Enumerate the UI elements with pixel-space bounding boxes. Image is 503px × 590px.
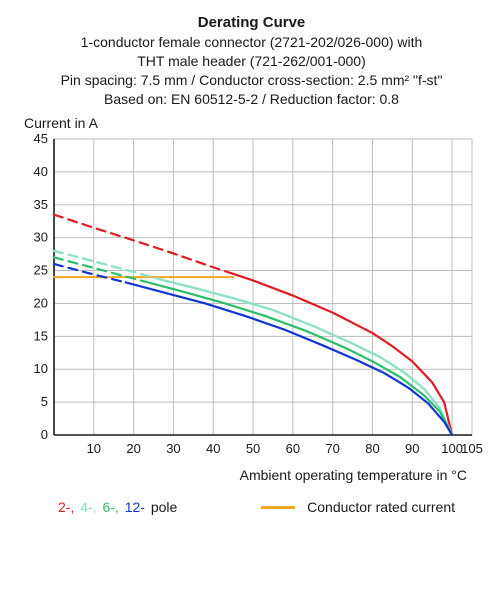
svg-text:20: 20 xyxy=(34,295,48,310)
x-axis-label: Ambient operating temperature in °C xyxy=(18,467,467,483)
svg-text:25: 25 xyxy=(34,262,48,277)
svg-text:15: 15 xyxy=(34,328,48,343)
svg-text:60: 60 xyxy=(286,441,300,456)
legend-poles: 2-, 4-, 6-, 12- pole xyxy=(58,499,179,515)
svg-text:80: 80 xyxy=(365,441,379,456)
svg-text:50: 50 xyxy=(246,441,260,456)
svg-text:70: 70 xyxy=(325,441,339,456)
y-axis-label: Current in A xyxy=(24,115,485,131)
svg-text:30: 30 xyxy=(166,441,180,456)
svg-text:40: 40 xyxy=(206,441,220,456)
svg-text:90: 90 xyxy=(405,441,419,456)
svg-text:20: 20 xyxy=(126,441,140,456)
legend: 2-, 4-, 6-, 12- pole Conductor rated cur… xyxy=(58,499,455,515)
svg-text:5: 5 xyxy=(41,394,48,409)
svg-text:105: 105 xyxy=(461,441,483,456)
chart-subtitle: 1-conductor female connector (2721-202/0… xyxy=(18,33,485,109)
chart-title: Derating Curve xyxy=(18,14,485,31)
derating-chart: 0 5 10 15 20 25 30 35 40 45 10 20 30 40 50 60 70 80 90 1001… xyxy=(14,133,484,463)
svg-text:45: 45 xyxy=(34,133,48,146)
svg-text:30: 30 xyxy=(34,229,48,244)
svg-text:0: 0 xyxy=(41,427,48,442)
svg-text:100: 100 xyxy=(441,441,463,456)
svg-text:10: 10 xyxy=(87,441,101,456)
legend-rated-label: Conductor rated current xyxy=(307,499,455,515)
svg-text:35: 35 xyxy=(34,196,48,211)
legend-rated: Conductor rated current xyxy=(261,499,455,515)
svg-text:10: 10 xyxy=(34,361,48,376)
svg-text:40: 40 xyxy=(34,163,48,178)
legend-line-icon xyxy=(261,506,295,509)
